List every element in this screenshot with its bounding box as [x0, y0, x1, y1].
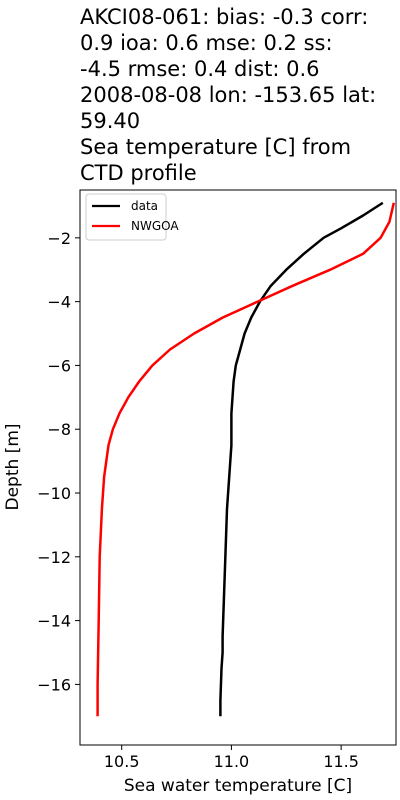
title-line-5: 59.40 — [80, 109, 140, 133]
y-tick-label: −10 — [37, 484, 71, 503]
chart-title: AKCI08-061: bias: -0.3 corr: 0.9 ioa: 0.… — [80, 5, 376, 185]
y-axis-label: Depth [m] — [3, 423, 23, 510]
title-line-3: -4.5 rmse: 0.4 dist: 0.6 — [80, 57, 320, 81]
title-line-7: CTD profile — [80, 161, 197, 185]
x-axis-label: Sea water temperature [C] — [124, 776, 352, 796]
series-line-nwgoa — [96, 202, 396, 717]
y-tick-label: −14 — [37, 612, 71, 631]
series-line-data — [219, 201, 384, 717]
legend-label-nwgoa: NWGOA — [131, 219, 179, 233]
legend: data NWGOA — [85, 193, 179, 241]
axis-ticks: 10.5 11.0 11.5 −2 −4 −6 −8 −10 −12 −14 −16 — [37, 229, 359, 771]
x-tick-label: 11.5 — [323, 752, 359, 771]
title-line-1: AKCI08-061: bias: -0.3 corr: — [80, 5, 368, 29]
y-tick-label: −16 — [37, 675, 71, 694]
plot-frame — [79, 189, 397, 746]
title-line-2: 0.9 ioa: 0.6 mse: 0.2 ss: — [80, 31, 333, 55]
y-tick-label: −12 — [37, 548, 71, 567]
x-tick-label: 10.5 — [104, 752, 140, 771]
plot-area — [80, 190, 396, 745]
y-tick-label: −2 — [47, 229, 71, 248]
legend-label-data: data — [131, 199, 158, 213]
y-tick-label: −4 — [47, 293, 71, 312]
y-tick-label: −8 — [47, 420, 71, 439]
title-line-4: 2008-08-08 lon: -153.65 lat: — [80, 83, 376, 107]
plot-series — [96, 201, 396, 717]
title-line-6: Sea temperature [C] from — [80, 135, 351, 159]
y-tick-label: −6 — [47, 356, 71, 375]
x-tick-label: 11.0 — [214, 752, 250, 771]
